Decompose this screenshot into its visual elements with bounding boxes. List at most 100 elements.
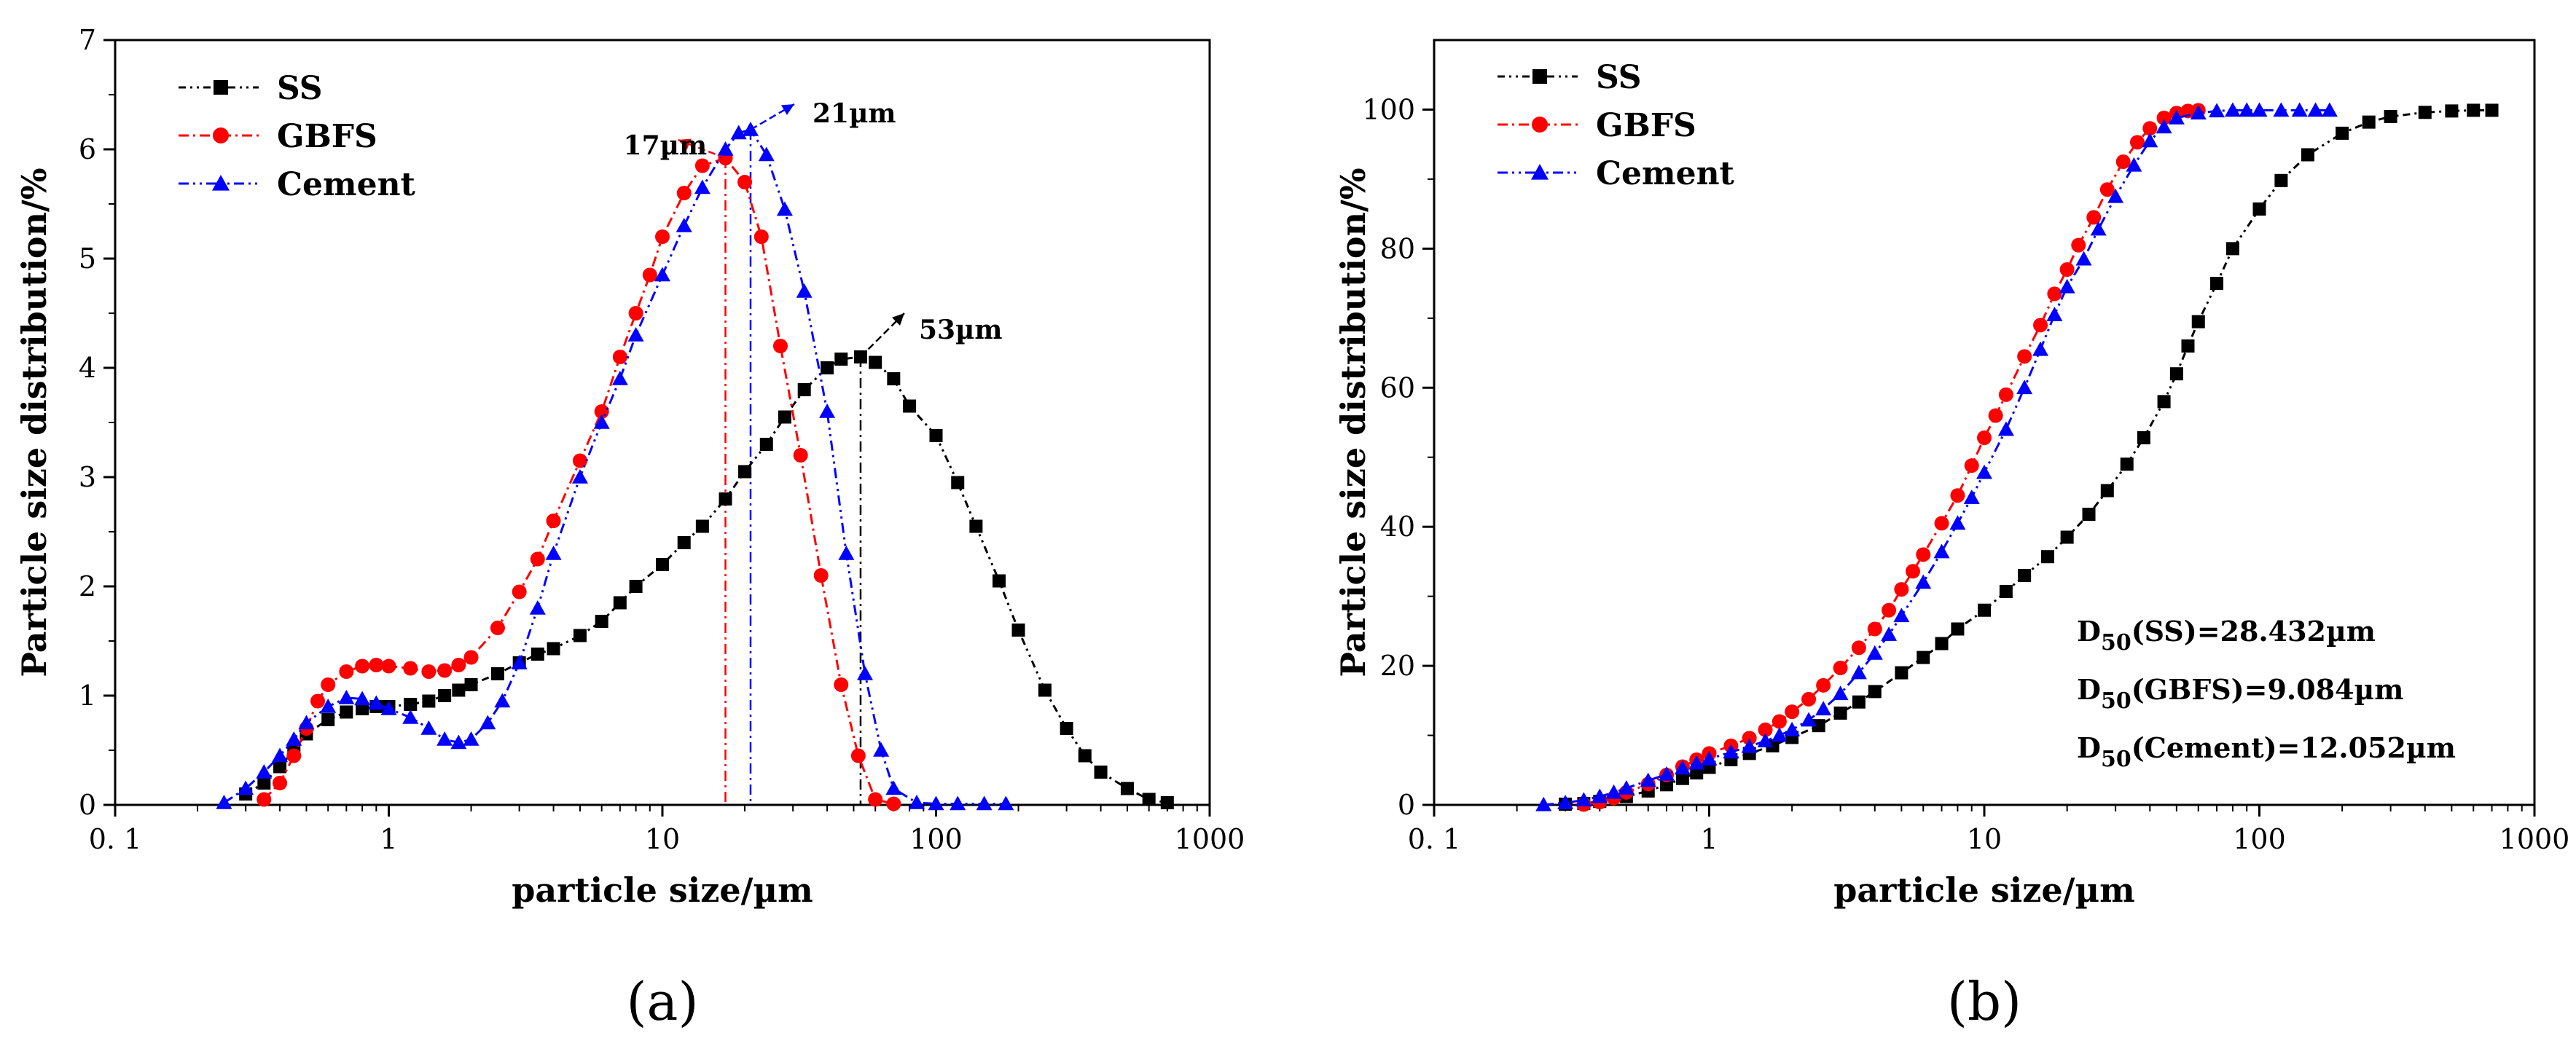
legend-marker xyxy=(1532,117,1548,133)
data-point-cement xyxy=(2126,157,2142,172)
data-point-gbfs xyxy=(793,448,808,463)
x-tick-label: 100 xyxy=(909,823,963,855)
y-tick-label: 40 xyxy=(1380,511,1415,543)
data-point-gbfs xyxy=(1758,722,1773,737)
data-point-ss xyxy=(834,353,848,366)
data-point-gbfs xyxy=(737,175,753,189)
data-point-gbfs xyxy=(813,568,829,583)
y-tick-label: 100 xyxy=(1362,93,1415,125)
data-point-ss xyxy=(797,383,811,396)
data-point-cement xyxy=(1605,784,1622,799)
data-point-cement xyxy=(717,141,734,156)
data-point-ss xyxy=(2274,173,2288,187)
data-point-cement xyxy=(2142,133,2158,148)
data-point-ss xyxy=(1812,719,1825,733)
data-point-cement xyxy=(885,780,902,795)
annotation-arrow xyxy=(678,138,726,160)
data-point-gbfs xyxy=(2180,103,2196,119)
data-point-gbfs xyxy=(369,658,384,672)
annotation-arrowhead xyxy=(781,104,794,115)
data-point-ss xyxy=(2082,508,2096,521)
legend-label: SS xyxy=(277,70,323,107)
data-point-ss xyxy=(1833,707,1847,720)
data-point-cement xyxy=(776,201,793,216)
data-point-cement xyxy=(545,546,562,560)
data-point-gbfs xyxy=(772,339,788,353)
data-point-cement xyxy=(1997,421,2014,436)
data-point-gbfs xyxy=(628,306,643,321)
data-point-gbfs xyxy=(463,650,479,665)
data-point-cement xyxy=(593,414,610,429)
data-point-ss xyxy=(1852,695,1866,709)
data-point-ss xyxy=(1160,796,1174,809)
data-point-ss xyxy=(613,596,627,610)
data-point-gbfs xyxy=(2059,262,2075,277)
data-point-ss xyxy=(573,629,587,642)
data-point-gbfs xyxy=(886,796,901,811)
data-point-cement xyxy=(1535,796,1552,811)
legend-label: Cement xyxy=(1596,155,1735,192)
data-point-gbfs xyxy=(421,664,436,679)
data-point-gbfs xyxy=(403,661,418,676)
data-point-cement xyxy=(758,146,775,162)
data-point-cement xyxy=(256,764,273,779)
data-point-ss xyxy=(422,694,436,708)
data-point-ss xyxy=(2157,395,2171,409)
data-point-ss xyxy=(1060,722,1073,735)
data-point-gbfs xyxy=(512,584,527,599)
data-point-gbfs xyxy=(1988,408,2003,423)
annotation-arrowhead xyxy=(891,313,904,326)
data-point-ss xyxy=(869,355,882,369)
data-point-ss xyxy=(1038,683,1052,697)
data-point-ss xyxy=(356,702,369,715)
data-point-gbfs xyxy=(868,792,883,807)
data-point-cement xyxy=(1832,685,1849,701)
data-point-gbfs xyxy=(2086,210,2102,225)
data-point-cement xyxy=(2307,102,2324,117)
y-tick-label: 20 xyxy=(1380,650,1415,682)
data-point-cement xyxy=(2224,102,2241,117)
data-point-ss xyxy=(1078,749,1092,763)
data-point-cement xyxy=(511,655,528,669)
data-point-cement xyxy=(380,701,397,715)
data-point-cement xyxy=(494,693,511,708)
data-point-cement xyxy=(1757,733,1774,747)
d50-value: (SS)=28.432µm xyxy=(2131,615,2376,648)
data-point-gbfs xyxy=(2071,237,2086,253)
data-point-cement xyxy=(2251,102,2268,117)
data-point-gbfs xyxy=(1977,430,1992,445)
y-tick-label: 3 xyxy=(79,461,96,493)
data-point-gbfs xyxy=(2099,182,2115,197)
data-point-gbfs xyxy=(257,792,272,807)
data-point-cement xyxy=(463,731,479,746)
d50-value: (Cement)=12.052µm xyxy=(2131,731,2456,764)
peak-annotation: 17µm xyxy=(624,130,708,161)
data-point-gbfs xyxy=(1950,488,1965,503)
data-point-cement xyxy=(857,666,874,680)
y-tick-label: 0 xyxy=(1398,789,1415,821)
data-point-cement xyxy=(2156,119,2172,134)
x-tick-label: 10 xyxy=(1967,823,2002,855)
data-point-gbfs xyxy=(381,658,396,674)
data-point-ss xyxy=(257,776,271,790)
data-point-gbfs xyxy=(753,229,769,244)
data-point-cement xyxy=(873,742,890,757)
data-point-ss xyxy=(1999,584,2013,598)
data-point-ss xyxy=(2191,315,2205,329)
data-point-cement xyxy=(1592,788,1608,803)
data-point-gbfs xyxy=(1916,547,1931,562)
data-point-ss xyxy=(2362,115,2376,129)
data-point-gbfs xyxy=(850,748,866,763)
data-point-ss xyxy=(1120,782,1134,795)
x-tick-label: 1000 xyxy=(1175,823,1245,855)
y-tick-label: 5 xyxy=(79,243,96,275)
data-point-gbfs xyxy=(451,658,466,672)
data-point-ss xyxy=(2060,530,2074,544)
data-point-ss xyxy=(1011,624,1025,637)
data-point-gbfs xyxy=(286,748,302,763)
data-point-cement xyxy=(928,795,944,811)
data-point-cement xyxy=(368,695,385,710)
data-point-gbfs xyxy=(2047,286,2062,302)
d50-subscript: 50 xyxy=(2101,630,2131,656)
y-tick-label: 2 xyxy=(79,570,96,602)
